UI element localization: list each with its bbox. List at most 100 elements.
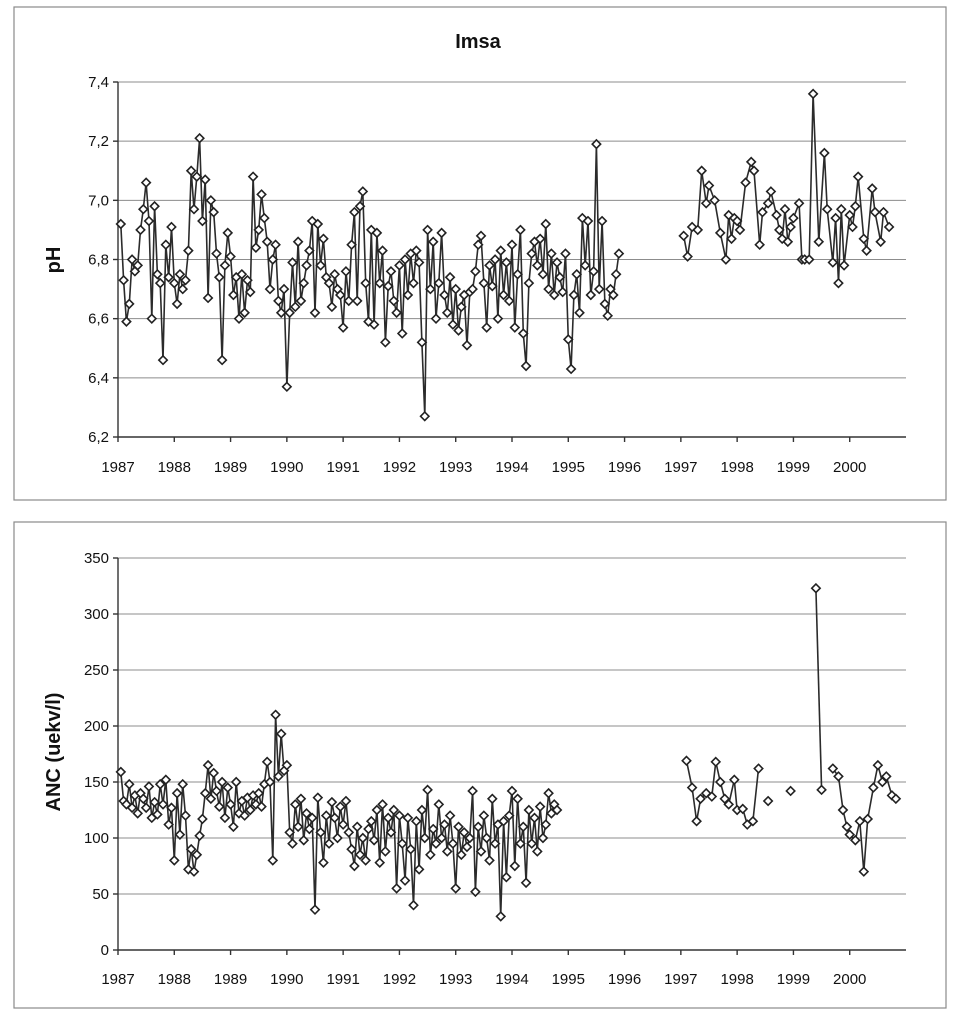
- anc-data-point: [180, 810, 191, 821]
- ph-data-point: [745, 156, 757, 168]
- anc-data-point: [436, 832, 447, 844]
- anc-series-line: [815, 588, 823, 790]
- ph-data-point: [439, 289, 450, 301]
- anc-data-point: [489, 838, 501, 849]
- ph-data-point: [481, 322, 493, 333]
- ph-data-point: [467, 283, 478, 295]
- anc-data-point: [399, 875, 411, 886]
- anc-data-point: [315, 827, 326, 838]
- anc-data-point: [174, 829, 186, 840]
- ph-data-point: [329, 268, 341, 280]
- anc-y-tick-labels: 0 50 100 150 200 250 300 350: [84, 550, 109, 959]
- anc-data-point: [306, 812, 318, 824]
- ph-data-point: [470, 266, 481, 277]
- ph-data-point: [267, 254, 279, 265]
- ph-data-point: [304, 245, 315, 256]
- ph-data-point: [163, 271, 174, 283]
- anc-data-point: [332, 832, 343, 844]
- anc-x-tick-label: 1998: [720, 971, 753, 988]
- ph-data-point: [284, 307, 296, 319]
- anc-data-point: [295, 793, 307, 805]
- ph-data-point: [726, 233, 737, 245]
- ph-data-point: [484, 260, 495, 271]
- anc-data-point: [540, 819, 552, 830]
- ph-data-point: [833, 277, 844, 289]
- anc-data-point: [216, 776, 228, 788]
- anc-data-point: [318, 857, 329, 868]
- anc-data-point: [531, 846, 543, 857]
- ph-data-point: [546, 248, 557, 259]
- anc-data-point: [354, 849, 366, 861]
- anc-data-point: [422, 784, 433, 796]
- ph-data-point: [495, 245, 507, 256]
- anc-data-point: [149, 796, 160, 808]
- ph-data-point: [461, 339, 473, 351]
- ph-data-point: [785, 221, 796, 233]
- ph-chart-panel: Imsa pH 6,26,46,66,87,07,27,4 1987 1988 19…: [13, 6, 947, 501]
- ph-data-point: [599, 298, 611, 310]
- anc-data-point: [447, 838, 459, 849]
- ph-data-point: [427, 236, 439, 248]
- anc-data-point: [728, 774, 740, 786]
- ph-data-point: [748, 165, 760, 177]
- ph-data-point: [396, 328, 408, 339]
- anc-data-point: [292, 821, 304, 833]
- ph-data-point: [143, 215, 155, 227]
- ph-data-point: [838, 260, 850, 271]
- anc-data-point: [872, 759, 884, 771]
- ph-data-point: [309, 307, 321, 319]
- anc-data-point: [208, 767, 220, 779]
- ph-data-point: [509, 322, 521, 333]
- ph-data-point: [596, 215, 608, 227]
- ph-data-point: [191, 171, 203, 182]
- ph-data-point: [222, 227, 234, 239]
- anc-data-point: [349, 860, 360, 872]
- ph-y-tick-label: 7,4: [88, 74, 109, 91]
- ph-data-point: [413, 257, 425, 268]
- ph-data-point: [259, 212, 270, 224]
- ph-y-tick-label: 6,2: [88, 429, 109, 446]
- anc-data-point: [168, 855, 180, 866]
- ph-data-point: [208, 206, 220, 218]
- anc-x-tick-label: 1987: [101, 971, 134, 988]
- ph-x-tick-label: 1993: [439, 459, 472, 476]
- anc-data-point: [512, 793, 523, 805]
- anc-data-point: [157, 799, 169, 810]
- anc-data-point: [222, 782, 234, 793]
- ph-data-point: [582, 215, 594, 227]
- anc-data-point: [509, 860, 521, 872]
- anc-data-point: [433, 799, 445, 810]
- anc-data-point: [880, 771, 892, 782]
- ph-data-point: [548, 289, 560, 301]
- ph-data-point: [318, 233, 329, 245]
- ph-data-point: [264, 283, 276, 295]
- ph-data-point: [557, 286, 568, 298]
- anc-x-tick-label: 1996: [608, 971, 641, 988]
- ph-data-point: [253, 224, 265, 236]
- ph-data-point: [562, 334, 574, 345]
- anc-data-point: [225, 799, 236, 810]
- ph-data-point: [734, 224, 746, 236]
- anc-data-point: [374, 857, 386, 868]
- ph-data-point: [819, 147, 830, 159]
- anc-data-point: [228, 821, 239, 833]
- anc-series-line: [685, 760, 760, 826]
- ph-data-point: [261, 236, 273, 248]
- anc-data-point: [385, 827, 397, 838]
- ph-data-point: [292, 236, 304, 248]
- ph-data-point: [349, 206, 360, 218]
- ph-data-point: [714, 227, 726, 239]
- anc-data-point: [747, 815, 759, 827]
- ph-data-point: [472, 239, 484, 251]
- anc-data-point: [410, 815, 422, 827]
- ph-data-point: [154, 277, 166, 289]
- ph-data-point: [135, 224, 146, 236]
- anc-data-point: [340, 795, 352, 807]
- anc-data-point: [256, 801, 267, 812]
- anc-data-point: [719, 793, 731, 805]
- ph-data-point: [574, 307, 585, 319]
- anc-data-point: [827, 763, 839, 774]
- anc-data-point: [520, 877, 532, 889]
- anc-data-point: [188, 866, 200, 877]
- anc-data-point: [543, 787, 554, 799]
